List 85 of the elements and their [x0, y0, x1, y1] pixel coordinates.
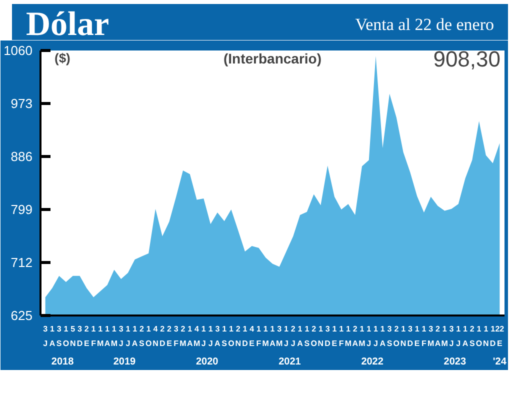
text: 2018 [51, 356, 74, 368]
x-tick-label: 3 D [324, 324, 331, 348]
x-tick-label: 3 A [214, 324, 221, 348]
x-tick-label: 1 D [242, 324, 248, 348]
y-tick-label: 1060 [4, 43, 32, 58]
x-tick-label: 1 A [187, 324, 193, 348]
annotation: 908,30 [433, 46, 501, 72]
x-tick-label: 1 D [490, 324, 496, 348]
annotation: (Interbancario) [223, 50, 322, 66]
x-tick-label: 3 D [76, 324, 83, 348]
text: 2022 [361, 356, 384, 368]
x-tick-label: 1 N [483, 324, 490, 348]
x-tick-label: 1 J [126, 324, 131, 348]
x-tick-label: 1 A [270, 324, 276, 348]
x-tick-label: 3 S [56, 324, 62, 348]
x-tick-label: 3 S [386, 324, 393, 348]
x-tick-label: 1 N [318, 324, 324, 348]
x-tick-label: 1 F [338, 324, 344, 348]
x-tick-label: 2 O [310, 324, 317, 348]
x-tick-label: 1 S [304, 324, 310, 348]
x-tick-label: 1 A [49, 324, 56, 348]
x-tick-label: 1 J [456, 324, 462, 348]
text: 2023 [444, 356, 466, 368]
x-tick-label: 2 E [166, 324, 173, 348]
x-tick-label: 3 J [449, 324, 454, 348]
y-tick-label: 799 [10, 202, 33, 217]
x-tick-label: 2 M [180, 324, 187, 348]
x-tick-label: 1 J [284, 324, 290, 348]
x-tick-label: 4 E [249, 324, 256, 348]
text: 2021 [278, 356, 302, 368]
x-tick-label: 3 J [118, 324, 124, 348]
text: 2019 [113, 356, 136, 368]
x-tick-label: 1 A [380, 324, 386, 348]
x-tick-label: 3 M [276, 324, 284, 348]
x-tick-label: 1 J [374, 324, 379, 348]
x-tick-label: 1 A [297, 324, 304, 348]
x-tick-label: 1 F [91, 324, 96, 348]
x-tick-label: 2 E [84, 324, 90, 348]
chart-subtitle: Venta al 22 de enero [355, 14, 494, 36]
x-tick-label: 1 M [262, 324, 270, 348]
x-tick-label: 2 N [235, 324, 242, 348]
x-tick-label: 5 N [70, 324, 76, 348]
x-tick-label: 1 A [104, 324, 110, 348]
x-tick-label: 2 D [159, 324, 166, 348]
x-tick-label: 1 M [344, 324, 352, 348]
x-tick-label: 1 J [208, 324, 214, 348]
x-tick-label: 1 O [476, 324, 482, 348]
x-tick-label: 22 E [495, 324, 505, 348]
y-tick-label: 886 [10, 149, 33, 164]
x-tick-label: 3 M [428, 324, 435, 348]
x-tick-label: 1 O [228, 324, 234, 348]
x-tick-label: 1 M [441, 324, 448, 348]
x-tick-label: 1 E [414, 324, 420, 348]
y-tick-label: 625 [10, 308, 33, 323]
x-tick-label: 1 A [462, 324, 468, 348]
x-tick-label: 4 N [152, 324, 159, 348]
x-tick-label: 4 M [193, 324, 200, 348]
x-tick-label: 1 N [400, 324, 406, 348]
x-tick-label: 1 F [256, 324, 262, 348]
text: 2020 [196, 356, 219, 368]
text: '24 [492, 356, 507, 368]
x-tick-label: 1 M [110, 324, 118, 348]
x-tick-label: 1 M [97, 324, 104, 348]
x-tick-label: 1 F [422, 324, 427, 348]
x-tick-label: 2 J [290, 324, 296, 348]
x-tick-label: 1 O [145, 324, 152, 348]
y-axis-title: ($) [54, 50, 70, 66]
x-tick-label: 1 J [366, 324, 372, 348]
x-tick-label: 3 D [407, 324, 414, 348]
x-tick-label: 3 J [43, 324, 48, 348]
x-tick-label: 1 O [62, 324, 70, 348]
x-tick-label: 1 J [201, 324, 206, 348]
x-tick-label: 1 S [222, 324, 228, 348]
x-tick-label: 2 O [393, 324, 400, 348]
chart-title: Dólar [26, 5, 110, 45]
x-tick-label: 1 E [332, 324, 338, 348]
x-tick-label: 2 S [139, 324, 146, 348]
x-tick-label: 2 A [352, 324, 358, 348]
x-tick-label: 1 A [132, 324, 138, 348]
y-tick-label: 712 [10, 255, 33, 270]
y-tick-label: 973 [10, 96, 33, 111]
x-tick-label: 2 S [469, 324, 476, 348]
x-tick-label: 2 A [434, 324, 441, 348]
x-tick-label: 1 M [358, 324, 366, 348]
x-tick-label: 3 F [174, 324, 179, 348]
